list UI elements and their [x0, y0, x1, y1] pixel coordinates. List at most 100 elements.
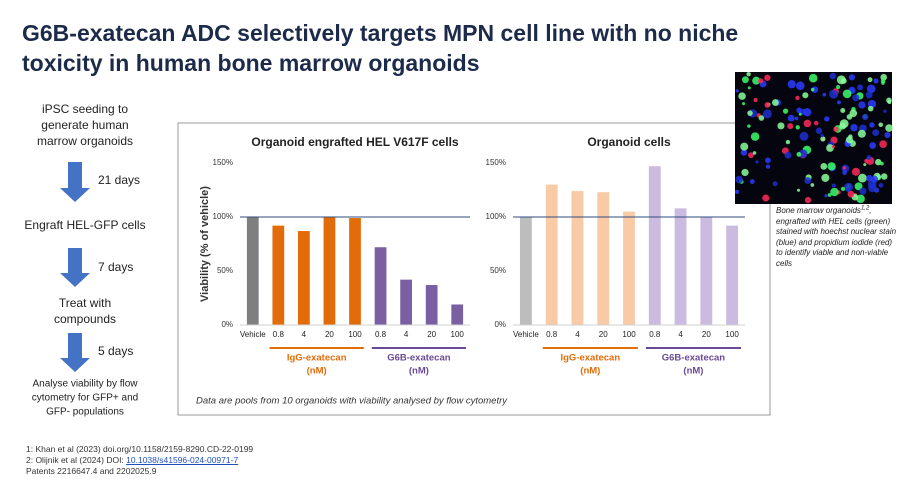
micrograph-cell: [822, 92, 827, 97]
micrograph-cell: [782, 108, 789, 114]
bar: [571, 191, 584, 325]
micrograph-cell: [804, 177, 812, 184]
micrograph-cell: [875, 158, 882, 166]
micrograph-cell: [830, 187, 839, 197]
micrograph-cell: [798, 149, 808, 159]
micrograph-cell: [787, 79, 796, 89]
micrograph-cell: [777, 122, 785, 130]
bar: [272, 225, 285, 325]
x-tick-label: 20: [702, 330, 711, 339]
group-unit: (nM): [580, 366, 600, 377]
group-unit: (nM): [409, 366, 429, 377]
micrograph-cell: [742, 76, 749, 84]
flow-interval: 21 days: [98, 173, 140, 187]
micrograph-cell: [881, 173, 888, 180]
group-label: IgG-exatecan: [287, 353, 347, 364]
micrograph-cell: [748, 152, 754, 159]
micrograph-cell: [836, 75, 846, 85]
slide-title: G6B-exatecan ADC selectively targets MPN…: [22, 20, 738, 46]
x-tick-label: 20: [599, 330, 608, 339]
bar: [298, 231, 310, 325]
bar: [545, 184, 558, 325]
micrograph-cell: [866, 84, 876, 94]
micrograph-cell: [795, 125, 800, 130]
micrograph-cell: [820, 133, 824, 138]
micrograph-cell: [799, 131, 809, 141]
bar: [323, 217, 336, 325]
group-label: G6B-exatecan: [387, 353, 451, 364]
micrograph-cell: [787, 114, 795, 122]
micrograph-cell: [844, 182, 853, 192]
y-tick-label: 50%: [217, 266, 233, 275]
y-tick-label: 0%: [494, 320, 506, 329]
flow-interval: 5 days: [98, 344, 133, 358]
flow-step: compounds: [54, 312, 116, 326]
flow-arrow: [60, 248, 90, 287]
x-tick-label: 20: [427, 330, 436, 339]
micrograph-cell: [831, 183, 836, 188]
micrograph-cell: [741, 168, 749, 177]
micrograph-cells: [734, 72, 893, 204]
micrograph-cell: [747, 110, 753, 116]
micrograph-cell: [747, 124, 751, 128]
reference-text: 2: Olijnik et al (2024) DOI:: [26, 455, 127, 465]
micrograph-cell: [821, 173, 830, 182]
micrograph-cell: [735, 89, 739, 93]
micrograph-cell: [827, 193, 832, 197]
bar: [623, 211, 635, 325]
micrograph-cell: [858, 173, 867, 183]
bar: [349, 218, 361, 325]
micrograph-cell: [850, 124, 858, 132]
micrograph-cell: [810, 87, 815, 92]
reference-link[interactable]: 10.1038/s41596-024-00971-7: [126, 455, 239, 465]
bar: [674, 208, 687, 325]
micrograph-cell: [840, 108, 846, 114]
micrograph-cell: [753, 97, 758, 103]
caption-text: , engrafted with HEL cells (green) stain…: [776, 206, 897, 268]
micrograph-cell: [837, 100, 841, 105]
micrograph-cell: [824, 194, 828, 198]
chart-note: Data are pools from 10 organoids with vi…: [196, 396, 508, 407]
x-tick-label: 0.8: [375, 330, 387, 339]
micrograph-cell: [827, 162, 836, 171]
x-tick-label: 0.8: [649, 330, 661, 339]
micrograph-cell: [755, 160, 759, 164]
micrograph-cell: [878, 122, 884, 128]
flow-arrow: [60, 162, 90, 202]
micrograph-cell: [803, 119, 812, 128]
micrograph-cell: [886, 97, 892, 104]
micrograph-cell: [863, 163, 867, 167]
micrograph-cell: [842, 170, 847, 176]
micrograph-cell: [747, 86, 751, 90]
micrograph-cell: [804, 196, 812, 204]
micrograph-cell: [870, 175, 879, 183]
micrograph-cell: [787, 123, 794, 130]
micrograph-cell: [820, 136, 826, 142]
micrograph-cell: [815, 127, 823, 134]
micrograph-cell: [883, 109, 887, 113]
flow-interval: 7 days: [98, 260, 133, 274]
micrograph-cell: [764, 74, 771, 81]
micrograph-cell: [820, 162, 828, 170]
micrograph-cell: [735, 175, 743, 184]
micrograph-cell: [880, 161, 884, 166]
micrograph-cell: [859, 187, 867, 195]
micrograph-cell: [749, 179, 755, 184]
micrograph-cell: [857, 129, 866, 138]
micrograph-cell: [765, 164, 771, 169]
micrograph-cell: [848, 74, 856, 81]
micrograph-cell: [798, 112, 802, 116]
micrograph-cell: [866, 174, 873, 182]
micrograph-cell: [869, 122, 875, 128]
y-tick-label: 50%: [490, 266, 506, 275]
micrograph-cell: [842, 166, 847, 170]
micrograph-cell: [859, 102, 864, 107]
micrograph-cell: [833, 126, 839, 132]
micrograph-cell: [740, 142, 749, 151]
bar: [400, 279, 412, 325]
micrograph-cell: [854, 182, 863, 191]
bar: [700, 217, 713, 325]
group-label: IgG-exatecan: [560, 353, 620, 364]
chart-title: Organoid engrafted HEL V617F cells: [251, 135, 458, 149]
